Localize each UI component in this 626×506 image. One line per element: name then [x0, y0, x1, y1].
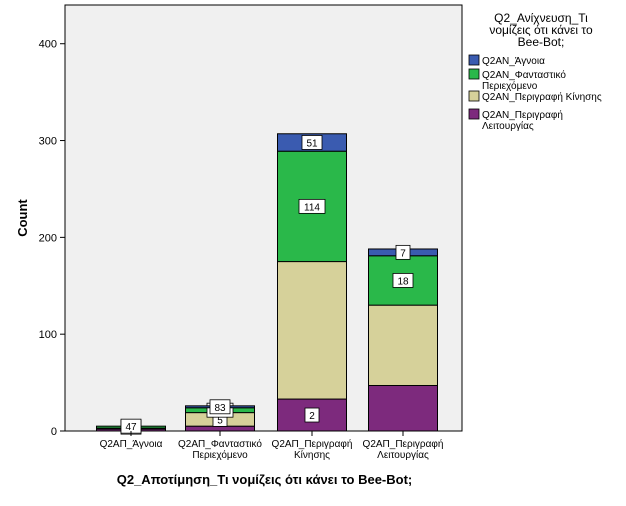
bar-segment — [185, 425, 255, 432]
y-tick-label: 100 — [39, 329, 57, 341]
data-label: 47 — [125, 422, 137, 433]
y-tick-label: 0 — [51, 426, 57, 438]
x-tick-label: Q2ΑΠ_Φανταστικό — [178, 438, 262, 450]
x-tick-label: Q2ΑΠ_Άγνοια — [100, 439, 163, 450]
x-tick-label: Λειτουργίας — [377, 449, 429, 461]
x-tick-label: Κίνησης — [294, 449, 330, 461]
x-tick-label: Q2ΑΠ_Περιγραφή — [363, 438, 444, 450]
data-label-box — [395, 244, 411, 260]
y-tick-label: 200 — [39, 232, 57, 244]
x-axis-title: Q2_Αποτίμηση_Τι νομίζεις ότι κάνει το Be… — [117, 472, 413, 487]
data-label: 7 — [400, 248, 406, 259]
x-tick-label: Q2ΑΠ_Περιγραφή — [272, 438, 353, 450]
legend-entry: Q2ΑΝ_Περιγραφή Κίνησης — [482, 91, 602, 103]
legend-entry: Q2ΑΝ_Περιγραφή — [482, 109, 563, 121]
legend-swatch — [468, 90, 480, 102]
y-tick-label: 300 — [39, 136, 57, 148]
bar-segment — [368, 304, 438, 386]
data-label-box — [209, 399, 231, 415]
data-label: 5 — [217, 415, 223, 426]
bar-segment — [277, 261, 347, 400]
y-tick-label: 400 — [39, 39, 57, 51]
bar-segment — [368, 384, 438, 432]
legend-entry: Περιεχόμενο — [482, 80, 538, 92]
legend-swatch — [468, 54, 480, 66]
data-label-box — [304, 407, 320, 423]
legend-entry: Q2ΑΝ_Φανταστικό — [482, 69, 566, 81]
legend-entry: Λειτουργίας — [482, 120, 534, 132]
data-label: 51 — [306, 138, 318, 149]
data-label-box — [298, 198, 326, 214]
x-tick-label: Περιεχόμενο — [192, 449, 248, 461]
data-label: 114 — [304, 202, 320, 213]
legend-swatch — [468, 68, 480, 80]
data-label: 2 — [309, 411, 315, 422]
data-label: 83 — [214, 403, 226, 414]
legend-title: Q2_Ανίχνευση_Τι — [494, 11, 588, 25]
y-axis-title: Count — [15, 199, 30, 237]
data-label-box — [301, 135, 323, 150]
legend-entry: Q2ΑΝ_Άγνοια — [482, 56, 545, 67]
legend-title: Bee-Bot; — [518, 35, 565, 49]
legend-swatch — [468, 108, 480, 120]
data-label: 18 — [397, 276, 409, 287]
legend-title: νομίζεις ότι κάνει το — [489, 23, 593, 37]
data-label-box — [392, 273, 414, 288]
bar-segment — [368, 255, 438, 306]
